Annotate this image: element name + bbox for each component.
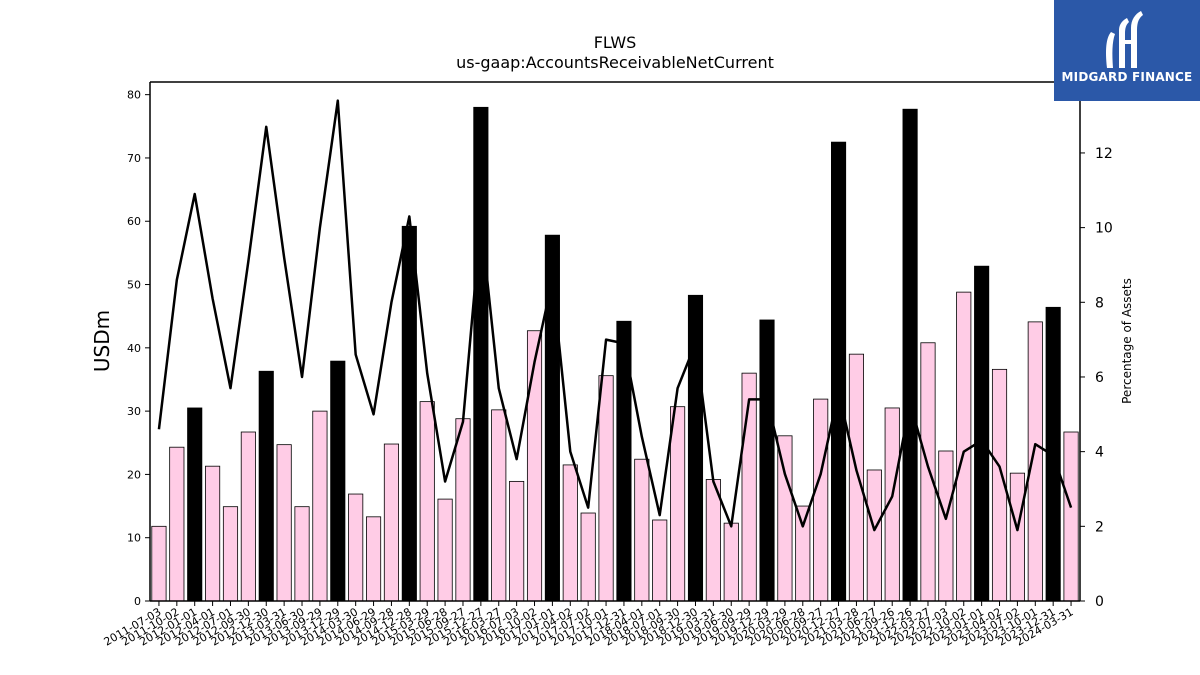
percentage-line — [157, 99, 1073, 532]
bar-quarter — [866, 469, 882, 602]
bar-quarter — [795, 505, 811, 602]
y-tick-label: 60 — [127, 215, 141, 228]
bar-annual — [831, 141, 847, 602]
bar-quarter — [294, 506, 310, 602]
bar-quarter — [491, 409, 507, 602]
bar-annual — [902, 108, 918, 602]
bar-quarter — [938, 450, 954, 602]
bar-quarter — [777, 435, 793, 602]
bars — [151, 106, 1079, 602]
bar-quarter — [240, 431, 256, 602]
bar-quarter — [670, 406, 686, 602]
y-tick-label: 30 — [127, 405, 141, 418]
y-tick-label: 70 — [127, 152, 141, 165]
y-tick-label: 80 — [127, 89, 141, 102]
bar-quarter — [1027, 321, 1043, 602]
y2-tick-label: 10 — [1095, 221, 1113, 237]
bar-quarter — [1063, 431, 1079, 602]
y-axis-label-right: Percentage of Assets — [1120, 278, 1134, 404]
bar-annual — [187, 407, 203, 602]
bar-annual — [974, 265, 990, 602]
bar-quarter — [348, 493, 364, 602]
bar-quarter — [383, 443, 400, 602]
bar-quarter — [365, 516, 382, 602]
bar-quarter — [205, 465, 221, 602]
y2-tick-label: 12 — [1095, 146, 1113, 162]
bar-quarter — [652, 519, 668, 602]
bar-quarter — [312, 410, 328, 602]
bar-quarter — [705, 479, 721, 602]
bar-quarter — [598, 375, 614, 602]
bar-annual — [759, 319, 775, 602]
bar-quarter — [419, 401, 435, 602]
brand-name: MIDGARD FINANCE — [1061, 70, 1193, 84]
bar-quarter — [151, 525, 167, 602]
logo-mark-icon — [1106, 11, 1143, 68]
bar-quarter — [526, 330, 543, 602]
bar-annual — [473, 106, 489, 602]
bar-annual — [258, 370, 274, 602]
y-tick-label: 0 — [134, 595, 141, 608]
y-axis-label-left: USDm — [90, 310, 114, 372]
axes: 010203040506070800246810122011-07-032011… — [102, 81, 1113, 649]
y-tick-label: 50 — [127, 279, 141, 292]
bar-quarter — [1009, 472, 1025, 602]
bar-quarter — [956, 291, 972, 602]
bar-quarter — [813, 398, 829, 602]
y-tick-label: 20 — [127, 468, 141, 481]
bar-quarter — [562, 464, 578, 602]
bar-quarter — [437, 498, 453, 602]
bar-quarter — [580, 512, 596, 602]
percentage-line-layer — [157, 99, 1073, 532]
bar-quarter — [848, 353, 864, 602]
bar-quarter — [920, 342, 936, 602]
y2-tick-label: 6 — [1095, 370, 1104, 386]
bar-annual — [330, 360, 346, 602]
y2-tick-label: 4 — [1095, 445, 1104, 461]
bar-quarter — [276, 444, 292, 602]
y2-tick-label: 0 — [1095, 594, 1104, 610]
y2-tick-label: 2 — [1095, 519, 1104, 535]
brand-logo: MIDGARD FINANCE — [1054, 0, 1200, 101]
bar-quarter — [509, 480, 525, 602]
y-tick-label: 10 — [127, 532, 141, 545]
bar-annual — [687, 294, 704, 602]
bar-annual — [401, 225, 417, 602]
chart-subtitle: us-gaap:AccountsReceivableNetCurrent — [456, 53, 774, 72]
bar-quarter — [222, 506, 239, 602]
bar-quarter — [169, 446, 185, 602]
bar-quarter — [634, 458, 650, 602]
y-tick-label: 40 — [127, 342, 141, 355]
y2-tick-label: 8 — [1095, 295, 1104, 311]
bar-quarter — [455, 418, 471, 602]
chart-title: FLWS — [594, 33, 637, 52]
bar-quarter — [723, 522, 739, 602]
